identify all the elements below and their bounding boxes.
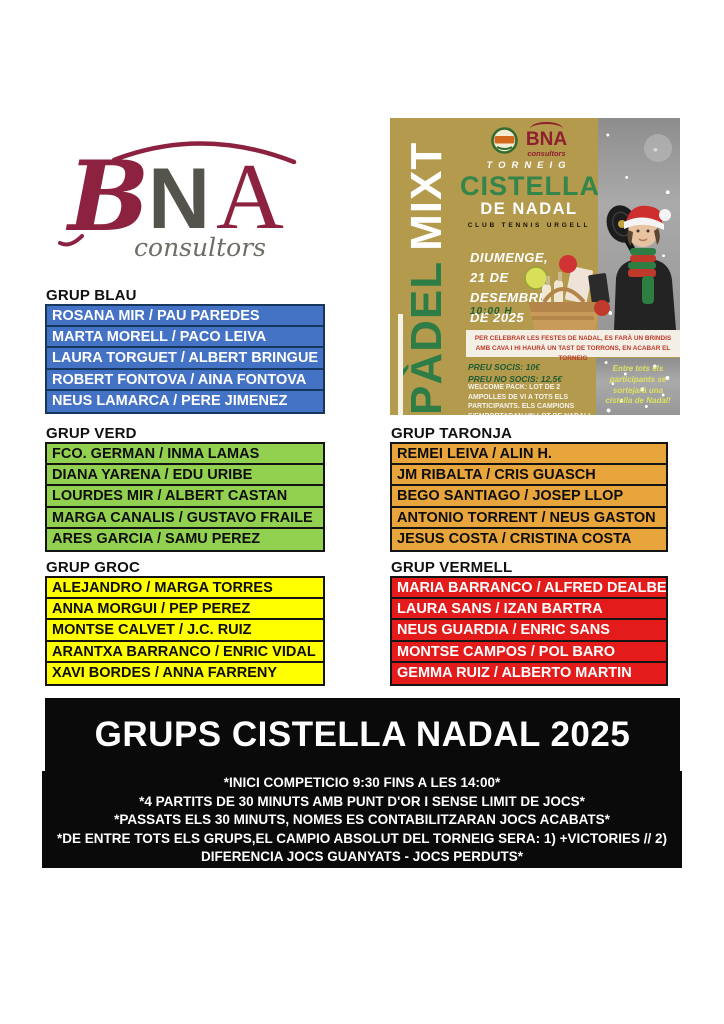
team-cell: BEGO SANTIAGO / JOSEP LLOP (392, 486, 666, 508)
team-cell: MONTSE CALVET / J.C. RUIZ (47, 620, 323, 642)
team-cell: MONTSE CAMPOS / POL BARO (392, 641, 666, 663)
team-cell: ALEJANDRO / MARGA TORRES (47, 578, 323, 600)
team-cell: ARES GARCIA / SAMU PEREZ (47, 528, 323, 550)
logo-letter-b: B (65, 140, 149, 253)
date-line: DESEMBRE (470, 290, 548, 305)
group-label-groc: GRUP GROC (46, 559, 141, 576)
poster-prices: PREU SOCIS: 10€ PREU NO SOCIS: 12,5€ (468, 361, 562, 386)
group-label-verd: GRUP VERD (46, 425, 137, 442)
footer-title-banner: GRUPS CISTELLA NADAL 2025 (45, 698, 680, 771)
team-cell: NEUS GUARDIA / ENRIC SANS (392, 620, 666, 642)
rule-line: *INICI COMPETICIO 9:30 FINS A LES 14:00* (223, 775, 501, 790)
logo-arc (111, 141, 297, 165)
price-non-members: PREU NO SOCIS: 12,5€ (468, 374, 563, 385)
poster-bna-logo: BNA consultors (526, 122, 567, 158)
group-label-blau: GRUP BLAU (46, 287, 137, 304)
poster-title: CISTELLA (460, 171, 600, 201)
club-tennis-urgell-icon (491, 126, 518, 154)
poster-accent-bar (398, 314, 403, 415)
team-cell: NEUS LAMARCA / PERE JIMENEZ (47, 390, 323, 412)
team-cell: DIANA YARENA / EDU URIBE (47, 465, 323, 487)
vertical-padel-text: PÀDEL (402, 260, 451, 415)
rule-line: *4 PARTITS DE 30 MINUTS AMB PUNT D'OR I … (139, 793, 585, 809)
poster-bna-subtitle: consultors (527, 149, 566, 159)
group-table-blau: ROSANA MIR / PAU PAREDES MARTA MORELL / … (45, 304, 325, 414)
group-table-vermell: MARIA BARRANCO / ALFRED DEALBERT LAURA S… (390, 576, 668, 686)
team-cell: ARANTXA BARRANCO / ENRIC VIDAL (47, 641, 323, 663)
team-cell: ROBERT FONTOVA / AINA FONTOVA (47, 369, 323, 391)
santa-player-art (606, 134, 676, 330)
team-cell: GEMMA RUIZ / ALBERTO MARTIN (392, 662, 666, 684)
date-line: DE 2025 (470, 310, 525, 325)
christmas-basket-art (524, 255, 610, 336)
poster-announcement-band: PER CELEBRAR LES FESTES DE NADAL, ES FAR… (466, 330, 680, 362)
footer-rules-banner: *INICI COMPETICIO 9:30 FINS A LES 14:00*… (42, 771, 682, 868)
team-cell: JM RIBALTA / CRIS GUASCH (392, 465, 666, 487)
poster-logo-row: BNA consultors (460, 122, 598, 158)
team-cell: FCO. GERMAN / INMA LAMAS (47, 444, 323, 466)
poster-date: DIUMENGE, 21 DE DESEMBRE DE 2025 (470, 248, 548, 328)
team-cell: MARGA CANALIS / GUSTAVO FRAILE (47, 507, 323, 529)
group-table-groc: ALEJANDRO / MARGA TORRES ANNA MORGUI / P… (45, 576, 325, 686)
team-cell: REMEI LEIVA / ALIN H. (392, 444, 666, 466)
rule-line: *PASSATS ELS 30 MINUTS, NOMES ES CONTABI… (114, 812, 610, 828)
logo-letter-n: N (148, 151, 210, 247)
team-cell: ANTONIO TORRENT / NEUS GASTON (392, 507, 666, 529)
team-cell: LOURDES MIR / ALBERT CASTAN (47, 486, 323, 508)
logo-swash (58, 234, 84, 247)
poster-bna-name: BNA (525, 129, 568, 151)
poster-torneig-label: TORNEIG (486, 160, 572, 171)
date-line: 21 DE (470, 270, 509, 285)
logo-subtitle: consultors (134, 233, 266, 262)
team-cell: ROSANA MIR / PAU PAREDES (47, 306, 323, 328)
date-line: DIUMENGE, (470, 250, 549, 265)
rule-line: *DE ENTRE TOTS ELS GRUPS,EL CAMPIO ABSOL… (57, 830, 667, 846)
team-cell: MARTA MORELL / PACO LEIVA (47, 327, 323, 349)
vertical-mixt-text: MIXT (402, 141, 451, 251)
tournament-poster: PÀDEL MIXT BNA consultors TORNEIG CISTEL… (390, 118, 680, 415)
poster-welcome-pack: WELCOME PACK: LOT DE 2 AMPOLLES DE VI A … (468, 384, 590, 415)
poster-bna-arc (529, 122, 564, 129)
team-cell: JESUS COSTA / CRISTINA COSTA (392, 528, 666, 550)
team-cell: LAURA SANS / IZAN BARTRA (392, 599, 666, 621)
poster-subtitle: DE NADAL (480, 200, 578, 219)
poster-club-name: CLUB TENNIS URGELL (467, 222, 591, 230)
team-cell: LAURA TORGUET / ALBERT BRINGUE (47, 348, 323, 370)
group-label-taronja: GRUP TARONJA (391, 425, 513, 442)
poster-time: 10:00 H (470, 306, 513, 317)
logo-letter-a: A (216, 145, 284, 249)
poster-raffle-note: Entre tots els participants se sortejarà… (596, 358, 680, 415)
rule-line: DIFERENCIA JOCS GUANYATS - JOCS PERDUTS* (200, 849, 524, 865)
group-table-taronja: REMEI LEIVA / ALIN H. JM RIBALTA / CRIS … (390, 442, 668, 552)
player-photo-illustration (598, 118, 680, 330)
poster-vertical-title: PÀDEL MIXT (396, 118, 458, 415)
team-cell: XAVI BORDES / ANNA FARRENY (47, 662, 323, 684)
price-members: PREU SOCIS: 10€ (468, 362, 540, 372)
team-cell: MARIA BARRANCO / ALFRED DEALBERT (392, 578, 666, 600)
group-label-vermell: GRUP VERMELL (391, 559, 513, 576)
bna-logo-graphic: B N A consultors (58, 140, 297, 262)
poster-center-column: BNA consultors TORNEIG CISTELLA DE NADAL… (460, 122, 600, 230)
footer-title: GRUPS CISTELLA NADAL 2025 (94, 714, 631, 754)
bna-consultors-logo: B N A consultors (52, 118, 314, 266)
team-cell: ANNA MORGUI / PEP PEREZ (47, 599, 323, 621)
group-table-verd: FCO. GERMAN / INMA LAMAS DIANA YARENA / … (45, 442, 325, 552)
